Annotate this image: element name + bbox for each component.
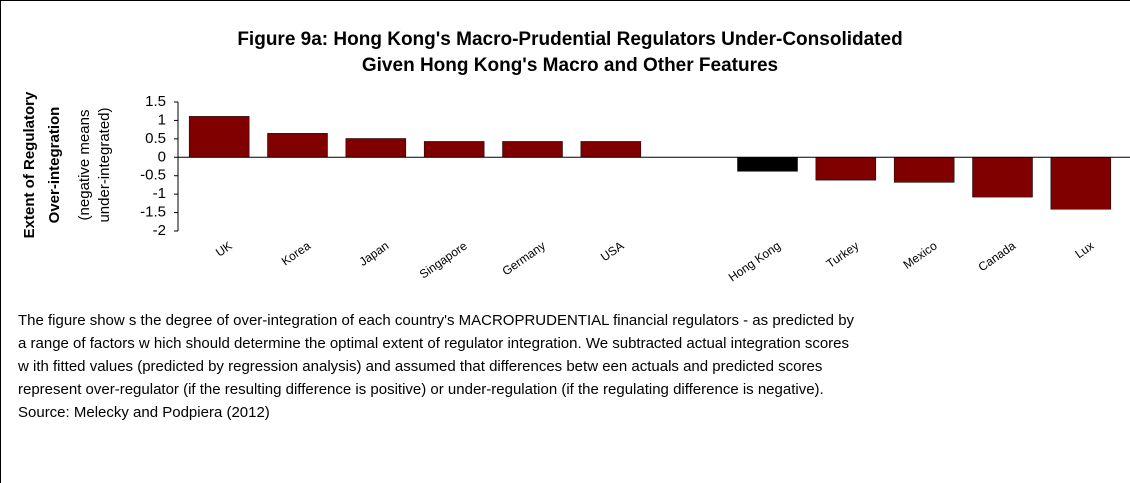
chart-title: Given Hong Kong's Macro and Other Featur… [362,55,778,76]
y-tick-label: 1.5 [145,93,166,110]
y-tick-label: -0.5 [140,167,166,184]
y-axis-label: under-integrated) [96,107,113,222]
y-tick-label: -2 [153,222,166,239]
caption: The figure show s the degree of over-int… [18,312,855,329]
y-tick-label: 1 [158,111,166,128]
bar [893,157,955,183]
bar [345,138,407,158]
y-tick-label: 0 [158,148,166,165]
bar [580,141,642,158]
y-tick-label: 0.5 [145,130,166,147]
bar [188,116,250,158]
bar [1050,157,1112,210]
bar [267,133,328,158]
bar [972,157,1033,198]
bar [737,157,798,172]
y-axis-label: Over-integration [46,107,63,224]
y-tick-label: -1.5 [140,204,166,221]
caption: w ith fitted values (predicted by regres… [17,358,822,375]
caption: a range of factors w hich should determi… [18,335,849,352]
bar [815,157,877,181]
chart-title: Figure 9a: Hong Kong's Macro-Prudential … [237,29,902,50]
y-axis-label: Extent of Regulatory [21,91,38,238]
bar [502,141,563,158]
caption: represent over-regulator (if the resulti… [18,381,824,398]
y-tick-label: -1 [153,185,166,202]
bar [423,141,485,158]
y-axis-label: (negative means [76,110,93,221]
caption: Source: Melecky and Podpiera (2012) [18,404,270,421]
